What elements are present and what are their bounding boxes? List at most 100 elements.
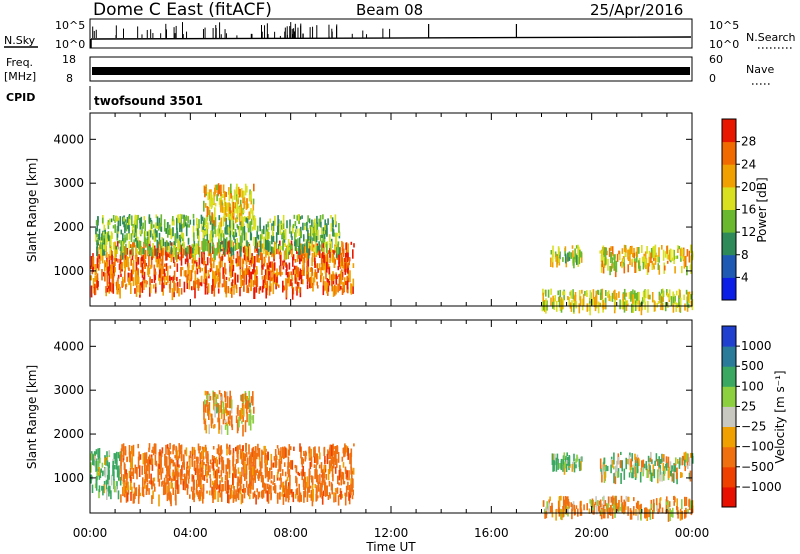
echo-mark (209, 192, 212, 200)
echo-mark (214, 222, 216, 235)
colorbar-segment (722, 254, 736, 278)
echo-mark (235, 244, 238, 250)
echo-mark (95, 231, 97, 242)
echo-mark (267, 492, 270, 504)
echo-mark (690, 244, 692, 254)
echo-mark (238, 477, 240, 487)
echo-mark (158, 225, 160, 231)
echo-mark (152, 480, 154, 486)
echo-mark (332, 286, 335, 297)
echo-mark (660, 289, 663, 295)
echo-mark (337, 283, 339, 293)
echo-mark (139, 233, 142, 237)
echo-mark (253, 287, 256, 299)
echo-mark (197, 250, 200, 255)
echo-mark (137, 443, 139, 449)
echo-mark (213, 424, 216, 428)
echo-mark (334, 492, 337, 503)
echo-mark (134, 255, 137, 259)
echo-mark (624, 250, 627, 257)
echo-mark (641, 460, 643, 471)
echo-mark (172, 445, 174, 455)
echo-mark (684, 496, 686, 507)
echo-mark (329, 247, 331, 254)
echo-mark (250, 396, 253, 403)
echo-mark (163, 224, 166, 232)
echo-mark (102, 233, 104, 244)
echo-mark (288, 262, 291, 270)
echo-mark (119, 452, 121, 456)
echo-mark (661, 507, 664, 513)
echo-mark (346, 280, 349, 290)
echo-mark (206, 490, 208, 494)
echo-mark (103, 244, 106, 256)
echo-mark (687, 453, 689, 463)
colorbar-segment (722, 366, 736, 387)
echo-mark (220, 191, 222, 203)
echo-mark (155, 460, 158, 467)
echo-mark (235, 284, 238, 290)
echo-mark (150, 473, 152, 485)
echo-mark (143, 271, 146, 284)
echo-mark (310, 489, 313, 501)
echo-mark (272, 462, 275, 468)
echo-mark (203, 244, 206, 252)
echo-mark (208, 274, 210, 279)
echo-mark (677, 248, 679, 253)
echo-mark (94, 483, 97, 489)
echo-mark (166, 444, 169, 449)
echo-mark (570, 303, 573, 312)
echo-mark (625, 495, 628, 502)
echo-mark (196, 280, 198, 285)
echo-mark (287, 456, 290, 468)
echo-mark (282, 214, 285, 224)
time-axis-ticks: 00:00 04:00 08:00 12:00 16:00 20:00 00:00 (73, 526, 710, 540)
echo-mark (173, 257, 175, 263)
echo-mark (265, 448, 267, 452)
echo-mark (234, 217, 237, 224)
echo-mark (613, 452, 615, 465)
echo-mark (331, 465, 334, 478)
echo-mark (229, 207, 231, 214)
echo-mark (690, 255, 693, 267)
echo-mark (336, 487, 339, 494)
echo-mark (181, 243, 184, 247)
echo-mark (324, 225, 326, 235)
echo-mark (656, 255, 659, 263)
echo-mark (646, 470, 648, 478)
echo-mark (326, 256, 329, 267)
echo-mark (298, 287, 301, 293)
echo-mark (660, 295, 663, 307)
echo-mark (122, 443, 125, 456)
echo-mark (276, 445, 279, 449)
echo-mark (247, 484, 250, 497)
echo-mark (270, 246, 273, 255)
echo-mark (156, 259, 158, 268)
echo-mark (167, 222, 169, 229)
echo-mark (247, 223, 250, 233)
echo-mark (256, 453, 258, 460)
echo-mark (241, 266, 244, 273)
echo-mark (344, 494, 347, 506)
echo-mark (196, 472, 199, 477)
echo-mark (244, 398, 247, 409)
echo-mark (296, 254, 299, 262)
echo-mark (112, 265, 115, 278)
echo-mark (326, 241, 329, 246)
echo-mark (230, 399, 233, 409)
echo-mark (631, 303, 633, 313)
echo-mark (186, 282, 189, 289)
echo-mark (627, 458, 629, 465)
echo-mark (635, 466, 638, 479)
echo-mark (148, 480, 151, 484)
echo-mark (280, 456, 283, 464)
echo-mark (296, 286, 298, 296)
echo-mark (110, 250, 112, 261)
echo-mark (291, 247, 293, 258)
echo-mark (97, 460, 99, 466)
echo-mark (104, 229, 106, 234)
echo-mark (313, 464, 316, 468)
echo-mark (218, 253, 221, 259)
echo-mark (217, 189, 219, 196)
echo-mark (203, 419, 206, 425)
